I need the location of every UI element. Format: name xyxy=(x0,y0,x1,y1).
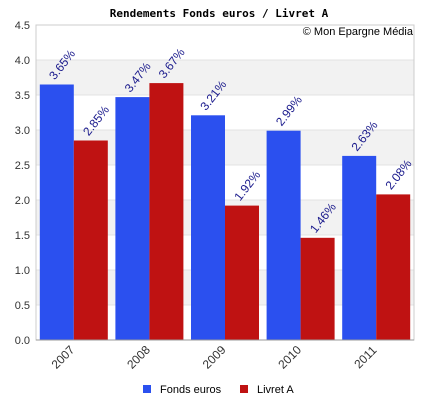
x-tick-label: 2008 xyxy=(124,343,153,372)
x-tick-label: 2009 xyxy=(200,343,229,372)
data-label: 2.99% xyxy=(273,93,305,129)
chart-title: Rendements Fonds euros / Livret A xyxy=(110,7,329,20)
legend: Fonds euros Livret A xyxy=(143,384,294,396)
bar-livret-a-2009 xyxy=(225,205,259,340)
legend-label-livret-a: Livret A xyxy=(257,384,294,396)
y-tick-label: 2.5 xyxy=(15,160,30,172)
bar-fonds-euros-2010 xyxy=(266,130,301,340)
legend-label-fonds-euros: Fonds euros xyxy=(160,384,222,396)
legend-swatch-fonds-euros xyxy=(143,385,151,393)
y-tick-label: 4.0 xyxy=(15,55,30,67)
bar-fonds-euros-2007 xyxy=(39,84,74,340)
bar-fonds-euros-2008 xyxy=(115,97,150,340)
x-tick-label: 2011 xyxy=(351,343,379,371)
y-tick-label: 0.0 xyxy=(15,335,30,347)
axes xyxy=(35,24,415,341)
bar-fonds-euros-2011 xyxy=(342,155,377,340)
copyright-note: © Mon Epargne Média xyxy=(303,26,414,38)
y-tick-label: 0.5 xyxy=(15,300,30,312)
x-tick-label: 2007 xyxy=(49,343,78,372)
bar-livret-a-2007 xyxy=(73,140,108,340)
legend-swatch-livret-a xyxy=(240,385,248,393)
x-tick-label: 2010 xyxy=(275,343,304,372)
x-axis-ticks: 2007 2008 2009 2010 2011 xyxy=(49,343,380,372)
y-tick-label: 2.0 xyxy=(15,195,30,207)
plot-band xyxy=(36,60,414,95)
bar-fonds-euros-2009 xyxy=(191,115,225,340)
y-axis-ticks: 0.0 0.5 1.0 1.5 2.0 2.5 3.0 3.5 4.0 4.5 xyxy=(15,20,30,347)
data-label: 1.92% xyxy=(231,168,263,204)
y-tick-label: 3.0 xyxy=(15,125,30,137)
bars xyxy=(39,83,411,340)
y-tick-label: 1.5 xyxy=(15,230,30,242)
y-tick-label: 1.0 xyxy=(15,265,30,277)
bar-livret-a-2010 xyxy=(300,237,335,340)
y-tick-label: 3.5 xyxy=(15,90,30,102)
bar-livret-a-2008 xyxy=(149,83,184,340)
bar-livret-a-2011 xyxy=(376,194,411,340)
y-tick-label: 4.5 xyxy=(15,20,30,32)
